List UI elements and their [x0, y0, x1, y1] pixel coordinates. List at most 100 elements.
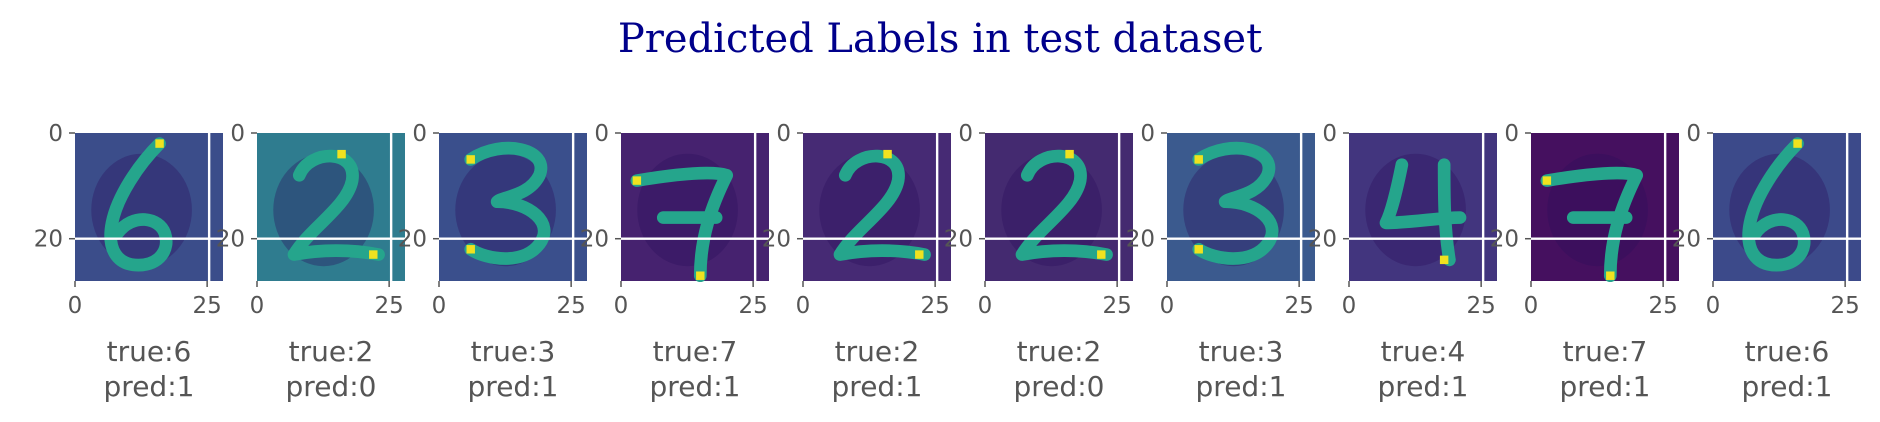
- pred-label: pred:1: [1560, 370, 1651, 403]
- x-tick-label: 0: [250, 293, 265, 319]
- y-tick-label: 20: [398, 227, 427, 253]
- y-tick-label: 20: [762, 227, 791, 253]
- digit-stroke: [833, 149, 931, 261]
- x-tick-label: 0: [614, 293, 629, 319]
- x-tick-label: 0: [1342, 293, 1357, 319]
- digit-stroke: [1742, 137, 1811, 272]
- y-tick-label: 0: [1140, 121, 1155, 147]
- pred-label: pred:1: [1378, 370, 1469, 403]
- y-tick-label: 20: [580, 227, 609, 253]
- true-label: true:7: [653, 335, 738, 368]
- x-tick-label: 25: [1103, 293, 1132, 319]
- chart-title: Predicted Labels in test dataset: [618, 16, 1262, 62]
- y-tick-label: 0: [958, 121, 973, 147]
- y-tick-label: 0: [230, 121, 245, 147]
- pred-label: pred:0: [1014, 370, 1105, 403]
- stroke-highlight: [1542, 176, 1552, 185]
- x-tick-label: 25: [375, 293, 404, 319]
- true-label: true:7: [1563, 335, 1648, 368]
- true-label: true:6: [107, 335, 192, 368]
- x-tick-label: 25: [1831, 293, 1860, 319]
- true-label: true:2: [289, 335, 374, 368]
- true-label: true:2: [1017, 335, 1102, 368]
- pred-label: pred:1: [104, 370, 195, 403]
- pred-label: pred:1: [1742, 370, 1833, 403]
- y-tick-label: 0: [48, 121, 63, 147]
- y-tick-label: 20: [34, 227, 63, 253]
- stroke-highlight: [1194, 155, 1203, 164]
- x-tick-label: 25: [1467, 293, 1496, 319]
- digit-stroke: [464, 141, 551, 265]
- pred-label: pred:0: [286, 370, 377, 403]
- x-tick-label: 0: [1524, 293, 1539, 319]
- stroke-highlight: [696, 271, 705, 280]
- y-tick-label: 0: [594, 121, 609, 147]
- true-label: true:2: [835, 335, 920, 368]
- stroke-highlight: [1097, 250, 1106, 259]
- stroke-highlight: [1793, 139, 1802, 148]
- x-tick-label: 0: [1706, 293, 1721, 319]
- y-tick-label: 0: [412, 121, 427, 147]
- stroke-highlight: [466, 155, 475, 164]
- x-tick-label: 0: [68, 293, 83, 319]
- digit-stroke: [104, 137, 173, 272]
- y-tick-label: 20: [1126, 227, 1155, 253]
- x-tick-label: 25: [921, 293, 950, 319]
- digit-stroke: [1015, 149, 1113, 261]
- stroke-highlight: [155, 139, 164, 148]
- stroke-highlight: [337, 149, 346, 159]
- stroke-highlight: [466, 245, 475, 254]
- pred-label: pred:1: [650, 370, 741, 403]
- y-tick-label: 20: [1308, 227, 1337, 253]
- y-tick-label: 0: [1504, 121, 1519, 147]
- x-tick-label: 25: [1285, 293, 1314, 319]
- pred-label: pred:1: [832, 370, 923, 403]
- digit-stroke: [1192, 141, 1279, 265]
- digit-stroke: [287, 149, 385, 261]
- digit-stroke: [1379, 158, 1467, 267]
- y-tick-label: 20: [944, 227, 973, 253]
- x-tick-label: 0: [432, 293, 447, 319]
- pred-label: pred:1: [1196, 370, 1287, 403]
- stroke-highlight: [883, 149, 892, 159]
- digit-stroke: [1540, 166, 1644, 283]
- digit-image: [1349, 133, 1497, 281]
- y-tick-label: 20: [1490, 227, 1519, 253]
- digit-stroke: [630, 166, 734, 283]
- true-label: true:6: [1745, 335, 1830, 368]
- stroke-highlight: [915, 250, 924, 259]
- stroke-highlight: [1194, 245, 1203, 254]
- x-tick-label: 0: [796, 293, 811, 319]
- stroke-highlight: [1439, 255, 1449, 265]
- y-tick-label: 0: [1322, 121, 1337, 147]
- y-tick-label: 20: [1672, 227, 1701, 253]
- x-tick-label: 0: [1160, 293, 1175, 319]
- x-tick-label: 0: [978, 293, 993, 319]
- y-tick-label: 20: [216, 227, 245, 253]
- stroke-highlight: [1606, 271, 1615, 280]
- stroke-highlight: [632, 176, 642, 185]
- x-tick-label: 25: [1649, 293, 1678, 319]
- x-tick-label: 25: [557, 293, 586, 319]
- y-tick-label: 0: [1686, 121, 1701, 147]
- pred-label: pred:1: [468, 370, 559, 403]
- true-label: true:3: [1199, 335, 1284, 368]
- x-tick-label: 25: [739, 293, 768, 319]
- y-tick-label: 0: [776, 121, 791, 147]
- stroke-highlight: [1065, 149, 1074, 159]
- true-label: true:3: [471, 335, 556, 368]
- x-tick-label: 25: [193, 293, 222, 319]
- stroke-highlight: [369, 250, 378, 259]
